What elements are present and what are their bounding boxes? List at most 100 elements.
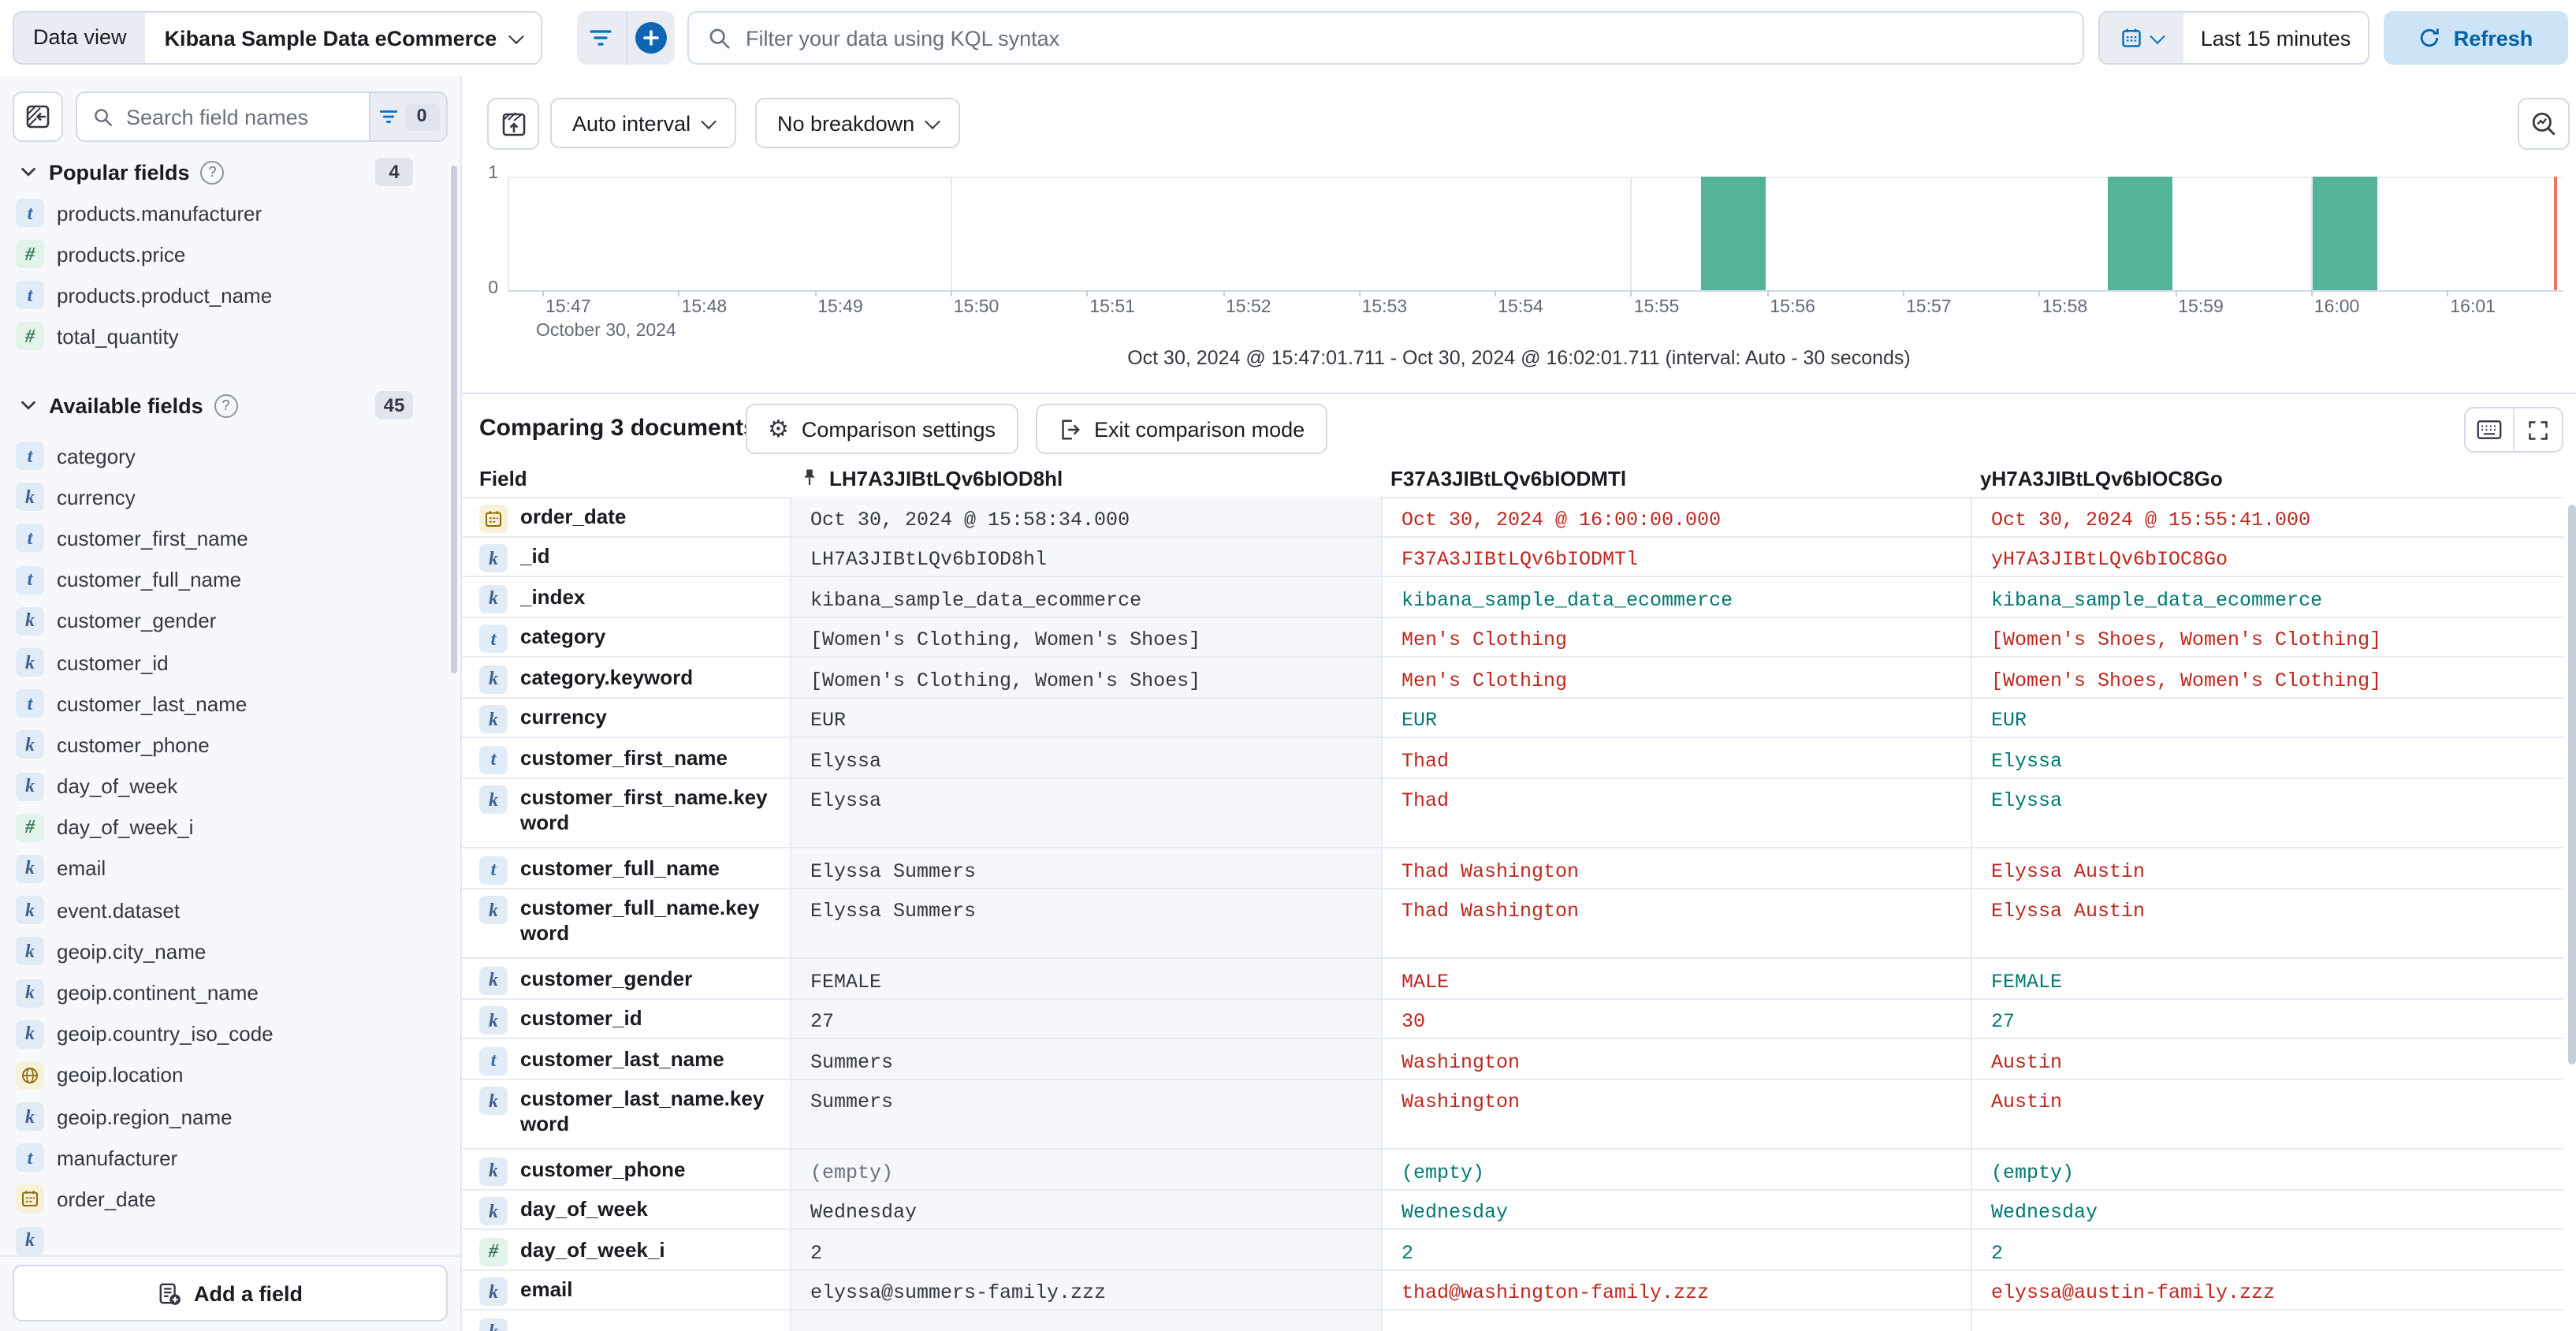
doc-column-header[interactable]: yH7A3JIBtLQv6bIOC8Go bbox=[1980, 459, 2223, 497]
data-view-value[interactable]: Kibana Sample Data eCommerce bbox=[145, 13, 542, 63]
field-list-item[interactable]: k geoip.country_iso_code bbox=[0, 1013, 460, 1054]
field-list: Popular fields 4 t products.manufacturer #… bbox=[0, 151, 460, 1257]
field-list-item[interactable]: k customer_gender bbox=[0, 601, 460, 642]
field-cell: t customer_first_name bbox=[462, 738, 790, 777]
field-filter-button[interactable]: 0 bbox=[369, 93, 446, 140]
table-scrollbar[interactable] bbox=[2568, 505, 2576, 1064]
field-type-keyword-icon: k bbox=[479, 1197, 508, 1225]
field-list-item[interactable]: k bbox=[0, 1220, 460, 1257]
field-list-item[interactable]: order_date bbox=[0, 1179, 460, 1220]
doc-value-cell: 2 bbox=[790, 1230, 1381, 1269]
field-list-item[interactable]: # total_quantity bbox=[0, 315, 460, 356]
data-view-picker[interactable]: Data view Kibana Sample Data eCommerce bbox=[13, 11, 543, 65]
fullscreen-button[interactable] bbox=[2513, 408, 2562, 451]
time-picker-calendar-button[interactable] bbox=[2100, 13, 2183, 63]
field-list-item[interactable]: k customer_id bbox=[0, 642, 460, 683]
doc-value-cell: [Women's Clothing, Women's Shoes] bbox=[790, 617, 1381, 656]
field-list-item[interactable]: # day_of_week_i bbox=[0, 807, 460, 848]
comparison-table-row: order_date Oct 30, 2024 @ 15:58:34.000 Oct… bbox=[462, 497, 2563, 537]
comparison-table-row: t category [Women's Clothing, Women's Shoe… bbox=[462, 617, 2563, 658]
field-filter-count: 0 bbox=[404, 103, 439, 130]
field-list-item[interactable]: k geoip.continent_name bbox=[0, 972, 460, 1013]
comparison-table-header: Field LH7A3JIBtLQv6bIOD8hl F37A3JIBtLQv6… bbox=[462, 459, 2563, 498]
field-name: email bbox=[57, 856, 106, 881]
field-name: customer_first_name.keyword bbox=[520, 785, 768, 834]
field-list-item[interactable]: k geoip.city_name bbox=[0, 931, 460, 972]
field-value: Washington bbox=[1402, 1051, 1521, 1073]
field-value: Elyssa bbox=[810, 790, 882, 812]
collapse-sidebar-button[interactable] bbox=[13, 91, 63, 142]
field-value: FEMALE bbox=[1991, 971, 2063, 993]
field-value: 2 bbox=[1991, 1242, 2004, 1264]
field-list-item[interactable]: t customer_first_name bbox=[0, 518, 460, 559]
exit-comparison-button[interactable]: Exit comparison mode bbox=[1036, 404, 1327, 454]
x-axis-tick bbox=[1495, 290, 1497, 296]
doc-value-cell: elyssa@summers-family.zzz bbox=[790, 1270, 1381, 1309]
field-list-item[interactable]: t products.product_name bbox=[0, 274, 460, 315]
field-list-item[interactable]: k customer_phone bbox=[0, 725, 460, 766]
field-list-item[interactable]: t manufacturer bbox=[0, 1137, 460, 1178]
field-list-item[interactable]: k geoip.region_name bbox=[0, 1096, 460, 1137]
comparison-settings-button[interactable]: ⚙ Comparison settings bbox=[746, 404, 1018, 454]
time-range-value[interactable]: Last 15 minutes bbox=[2200, 26, 2351, 50]
field-list-item[interactable]: t products.manufacturer bbox=[0, 192, 460, 233]
doc-value-cell: Men's Clothing bbox=[1381, 658, 1971, 696]
sidebar-scrollbar[interactable] bbox=[451, 166, 457, 673]
gridline bbox=[508, 176, 2563, 177]
add-field-icon bbox=[159, 1282, 181, 1304]
field-type-text-icon: t bbox=[16, 1143, 44, 1173]
query-action-buttons bbox=[577, 11, 675, 65]
x-axis-tick-label: 15:53 bbox=[1361, 298, 1408, 317]
field-list-item[interactable]: k currency bbox=[0, 476, 460, 517]
doc-column-header[interactable]: F37A3JIBtLQv6bIODMTl bbox=[1390, 459, 1626, 497]
add-control-button[interactable] bbox=[625, 11, 675, 65]
field-cell: k customer_first_name.keyword bbox=[462, 778, 790, 847]
edit-visualization-button[interactable] bbox=[2518, 98, 2570, 150]
breakdown-dropdown[interactable]: No breakdown bbox=[755, 98, 961, 148]
field-value: Elyssa bbox=[1991, 790, 2063, 812]
field-list-item[interactable]: k event.dataset bbox=[0, 889, 460, 930]
field-cell: k _id bbox=[462, 537, 790, 576]
doc-value-cell: Elyssa Summers bbox=[790, 848, 1381, 887]
doc-value-cell: 2 bbox=[1381, 1230, 1971, 1269]
interval-label: Auto interval bbox=[572, 111, 691, 135]
x-axis-tick bbox=[1766, 290, 1769, 296]
add-filter-button[interactable] bbox=[577, 11, 625, 65]
field-search-input[interactable]: Search field names 0 bbox=[76, 91, 448, 142]
doc-value-cell: kibana_sample_data_ecommerce bbox=[1381, 577, 1971, 616]
field-list-item[interactable]: geoip.location bbox=[0, 1055, 460, 1096]
field-list-item[interactable]: t category bbox=[0, 435, 460, 476]
pinned-doc-column-header[interactable]: LH7A3JIBtLQv6bIOD8hl bbox=[799, 459, 1063, 497]
field-list-item[interactable]: t customer_last_name bbox=[0, 683, 460, 724]
y-axis-tick: 0 bbox=[488, 278, 498, 297]
available-fields-header[interactable]: Available fields 45 bbox=[0, 385, 460, 426]
field-type-keyword-icon: k bbox=[16, 937, 44, 966]
x-axis-tick-label: 15:55 bbox=[1633, 298, 1680, 317]
kql-search-input[interactable]: Filter your data using KQL syntax bbox=[687, 11, 2084, 65]
field-cell: t category bbox=[462, 617, 790, 656]
comparison-table-row: k customer_gender FEMALE MALE FEMALE bbox=[462, 959, 2563, 999]
doc-value-cell: Oct 30, 2024 @ 15:58:34.000 bbox=[790, 497, 1381, 535]
field-list-item[interactable]: k email bbox=[0, 848, 460, 889]
field-value: FEMALE bbox=[810, 971, 882, 993]
field-value: (empty) bbox=[810, 1161, 894, 1184]
field-value: thad@washington-family.zzz bbox=[1402, 1282, 1710, 1304]
add-field-button[interactable]: Add a field bbox=[13, 1265, 448, 1322]
field-type-text-icon: t bbox=[16, 565, 44, 595]
keyboard-shortcuts-button[interactable] bbox=[2466, 408, 2513, 451]
popular-fields-header[interactable]: Popular fields 4 bbox=[0, 151, 460, 192]
field-type-keyword-icon: k bbox=[479, 705, 508, 733]
field-list-item[interactable]: k day_of_week bbox=[0, 766, 460, 807]
field-list-item[interactable]: t customer_full_name bbox=[0, 559, 460, 600]
refresh-button[interactable]: Refresh bbox=[2384, 11, 2568, 65]
interval-dropdown[interactable]: Auto interval bbox=[550, 98, 737, 148]
field-value: elyssa@austin-family.zzz bbox=[1991, 1282, 2276, 1304]
field-cell: k email bbox=[462, 1270, 790, 1309]
field-type-number-icon: # bbox=[479, 1237, 508, 1266]
doc-value-cell: Thad Washington bbox=[1381, 889, 1971, 957]
field-list-item[interactable]: # products.price bbox=[0, 233, 460, 274]
hide-chart-button[interactable] bbox=[487, 98, 539, 150]
doc-value-cell: [Women's Shoes, Women's Clothing] bbox=[1971, 658, 2563, 696]
doc-value-cell: 27 bbox=[1971, 999, 2563, 1038]
